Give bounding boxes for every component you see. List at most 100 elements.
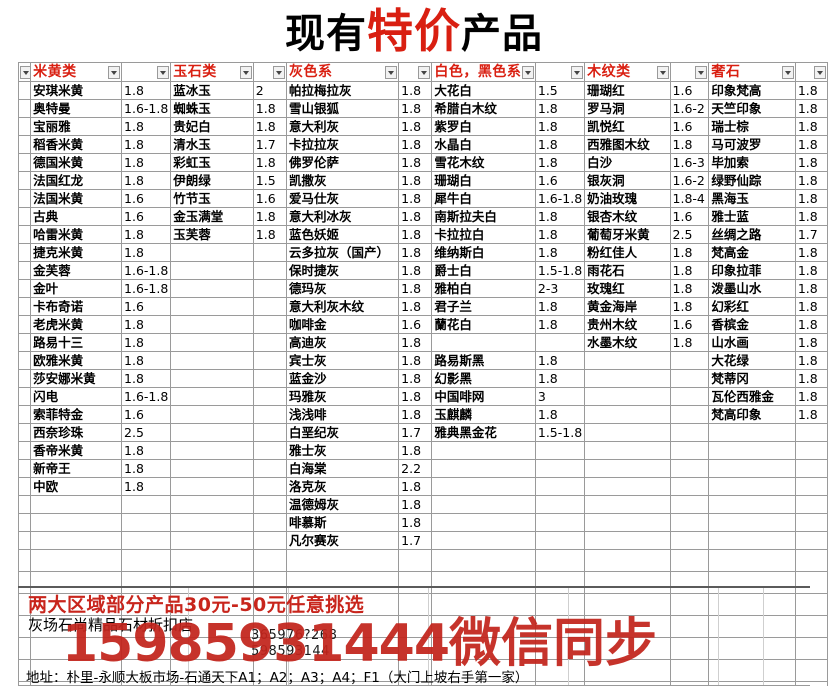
- product-name-cell[interactable]: 罗马洞: [584, 99, 671, 118]
- product-price-cell[interactable]: 1.5: [534, 81, 586, 100]
- product-name-cell[interactable]: 高迪灰: [285, 333, 400, 352]
- product-name-cell[interactable]: 奶油玫瑰: [584, 189, 671, 208]
- product-price-cell[interactable]: [794, 459, 828, 478]
- product-name-cell[interactable]: [584, 441, 671, 460]
- product-name-cell[interactable]: [708, 441, 796, 460]
- product-price-cell[interactable]: 1.5-1.8: [534, 423, 586, 442]
- product-price-cell[interactable]: [794, 513, 828, 532]
- product-name-cell[interactable]: [584, 459, 671, 478]
- product-price-cell[interactable]: 1.8: [669, 261, 710, 280]
- product-price-cell[interactable]: 1.6: [121, 189, 172, 208]
- product-name-cell[interactable]: 西雅图木纹: [584, 135, 671, 154]
- product-price-cell[interactable]: 1.8: [794, 207, 828, 226]
- product-price-cell[interactable]: 1.6-1.8: [534, 189, 586, 208]
- product-name-cell[interactable]: 毕加索: [708, 153, 796, 172]
- product-name-cell[interactable]: [170, 279, 254, 298]
- product-name-cell[interactable]: [170, 333, 254, 352]
- product-name-cell[interactable]: 奥特曼: [30, 99, 123, 118]
- product-name-cell[interactable]: 黄金海岸: [584, 297, 671, 316]
- product-name-cell[interactable]: [431, 531, 536, 550]
- product-price-cell[interactable]: 1.8: [398, 477, 433, 496]
- product-price-cell[interactable]: 1.8: [398, 495, 433, 514]
- product-name-cell[interactable]: 香帝米黄: [30, 441, 123, 460]
- empty-cell[interactable]: [121, 549, 172, 572]
- product-price-cell[interactable]: 1.6: [121, 297, 172, 316]
- product-name-cell[interactable]: [431, 513, 536, 532]
- product-name-cell[interactable]: 捷克米黄: [30, 243, 123, 262]
- product-price-cell[interactable]: 1.8: [398, 351, 433, 370]
- product-name-cell[interactable]: 蓝冰玉: [170, 81, 254, 100]
- product-price-cell[interactable]: 1.8: [398, 333, 433, 352]
- filter-dropdown-icon[interactable]: [814, 66, 826, 79]
- product-name-cell[interactable]: [170, 315, 254, 334]
- product-price-cell[interactable]: [669, 351, 710, 370]
- product-price-cell[interactable]: 1.8: [252, 117, 287, 136]
- product-name-cell[interactable]: 天竺印象: [708, 99, 796, 118]
- product-name-cell[interactable]: 爱马仕灰: [285, 189, 400, 208]
- product-name-cell[interactable]: 云多拉灰（国产）: [285, 243, 400, 262]
- product-price-cell[interactable]: 1.8: [398, 441, 433, 460]
- product-name-cell[interactable]: 雅柏白: [431, 279, 536, 298]
- product-price-cell[interactable]: [794, 495, 828, 514]
- product-price-cell[interactable]: 1.8: [669, 297, 710, 316]
- product-name-cell[interactable]: 蘭花白: [431, 315, 536, 334]
- product-price-cell[interactable]: 1.8: [121, 315, 172, 334]
- product-name-cell[interactable]: 宝丽雅: [30, 117, 123, 136]
- product-price-cell[interactable]: 1.8: [534, 135, 586, 154]
- product-price-cell[interactable]: 1.8: [534, 369, 586, 388]
- product-price-cell[interactable]: 1.8: [398, 243, 433, 262]
- product-price-cell[interactable]: [534, 513, 586, 532]
- product-price-cell[interactable]: 1.8: [669, 279, 710, 298]
- product-price-cell[interactable]: 1.8: [669, 243, 710, 262]
- product-price-cell[interactable]: 1.6: [669, 81, 710, 100]
- product-name-cell[interactable]: [584, 369, 671, 388]
- product-price-cell[interactable]: 1.8: [398, 369, 433, 388]
- product-name-cell[interactable]: [584, 351, 671, 370]
- product-price-cell[interactable]: 1.8: [252, 225, 287, 244]
- product-price-cell[interactable]: 1.8: [534, 243, 586, 262]
- product-price-cell[interactable]: 2.2: [398, 459, 433, 478]
- product-name-cell[interactable]: 玉芙蓉: [170, 225, 254, 244]
- product-price-cell[interactable]: 1.8: [534, 117, 586, 136]
- product-price-cell[interactable]: [794, 441, 828, 460]
- product-name-cell[interactable]: 啡慕斯: [285, 513, 400, 532]
- product-price-cell[interactable]: [121, 513, 172, 532]
- product-price-cell[interactable]: 1.7: [252, 135, 287, 154]
- product-price-cell[interactable]: [252, 513, 287, 532]
- product-price-cell[interactable]: 1.8: [794, 297, 828, 316]
- product-name-cell[interactable]: 印象拉菲: [708, 261, 796, 280]
- product-name-cell[interactable]: 安琪米黄: [30, 81, 123, 100]
- product-name-cell[interactable]: 雨花石: [584, 261, 671, 280]
- product-name-cell[interactable]: 白垩纪灰: [285, 423, 400, 442]
- product-name-cell[interactable]: 马可波罗: [708, 135, 796, 154]
- empty-cell[interactable]: [708, 549, 796, 572]
- product-price-cell[interactable]: [252, 333, 287, 352]
- product-name-cell[interactable]: [170, 513, 254, 532]
- product-name-cell[interactable]: 银杏木纹: [584, 207, 671, 226]
- product-name-cell[interactable]: 雪山银狐: [285, 99, 400, 118]
- product-price-cell[interactable]: 1.8: [534, 207, 586, 226]
- product-name-cell[interactable]: 凯撒灰: [285, 171, 400, 190]
- product-name-cell[interactable]: 稻香米黄: [30, 135, 123, 154]
- product-price-cell[interactable]: [252, 243, 287, 262]
- product-name-cell[interactable]: 绿野仙踪: [708, 171, 796, 190]
- product-name-cell[interactable]: 德国米黄: [30, 153, 123, 172]
- product-price-cell[interactable]: [534, 531, 586, 550]
- product-price-cell[interactable]: 1.8: [794, 171, 828, 190]
- product-price-cell[interactable]: 1.6-1.8: [121, 279, 172, 298]
- product-name-cell[interactable]: 宾士灰: [285, 351, 400, 370]
- product-price-cell[interactable]: [669, 423, 710, 442]
- product-price-cell[interactable]: 1.8: [121, 135, 172, 154]
- product-name-cell[interactable]: 卡拉拉灰: [285, 135, 400, 154]
- product-price-cell[interactable]: 1.8: [794, 333, 828, 352]
- product-price-cell[interactable]: 1.8: [252, 99, 287, 118]
- product-price-cell[interactable]: [121, 531, 172, 550]
- product-name-cell[interactable]: [584, 405, 671, 424]
- filter-dropdown-icon[interactable]: [20, 66, 30, 79]
- product-name-cell[interactable]: 葡萄牙米黄: [584, 225, 671, 244]
- product-price-cell[interactable]: 1.8: [121, 117, 172, 136]
- product-name-cell[interactable]: 索菲特金: [30, 405, 123, 424]
- product-name-cell[interactable]: [584, 531, 671, 550]
- product-price-cell[interactable]: [252, 351, 287, 370]
- product-price-cell[interactable]: 1.8: [398, 171, 433, 190]
